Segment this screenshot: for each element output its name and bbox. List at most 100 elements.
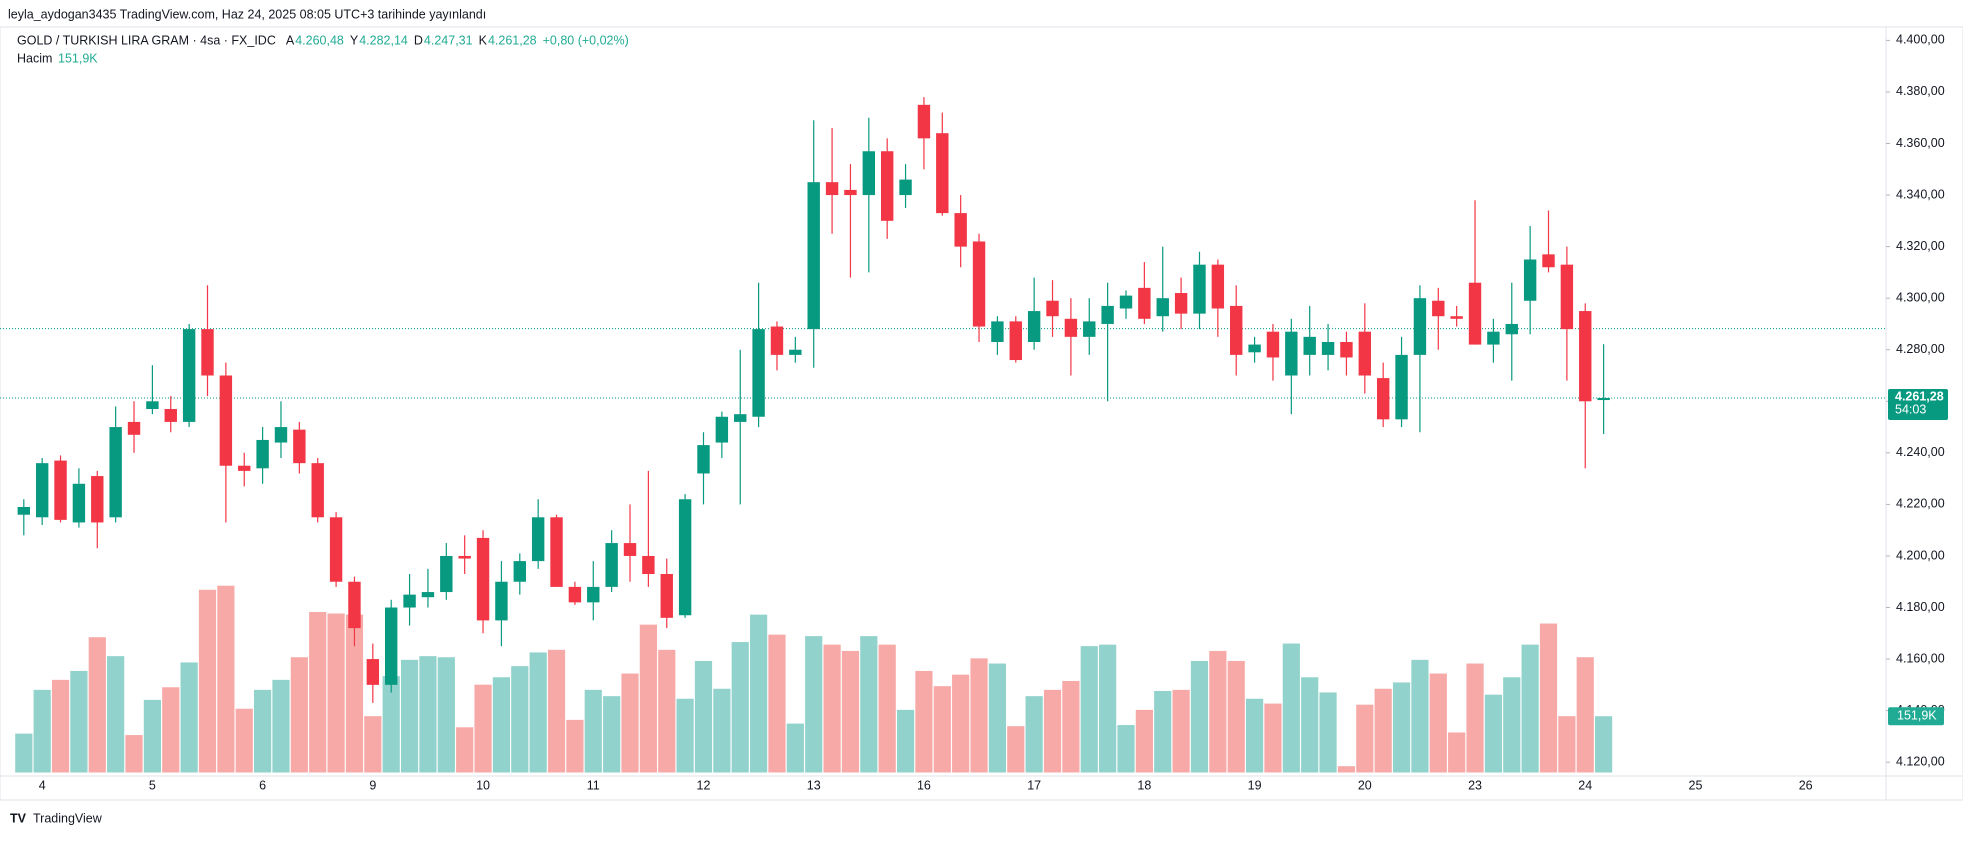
volume-bar bbox=[676, 698, 694, 773]
candle-body bbox=[789, 349, 802, 355]
volume-bar bbox=[896, 709, 915, 773]
y-tick-label: 4.220,00 bbox=[1896, 497, 1945, 511]
candle-body bbox=[201, 329, 214, 376]
legend: GOLD / TURKISH LIRA GRAM · 4sa · FX_IDC … bbox=[17, 33, 629, 65]
y-tick-label: 4.180,00 bbox=[1896, 600, 1945, 614]
volume-bar bbox=[290, 657, 308, 773]
y-tick-label: 4.400,00 bbox=[1896, 33, 1945, 47]
x-tick-label: 11 bbox=[587, 778, 600, 792]
candle-body bbox=[1523, 259, 1537, 301]
candle-body bbox=[1009, 321, 1022, 361]
candle-body bbox=[825, 182, 839, 196]
candle-body bbox=[91, 476, 104, 523]
volume-bar bbox=[456, 727, 474, 773]
y-tick-label: 4.120,00 bbox=[1896, 754, 1945, 768]
candle-body bbox=[146, 401, 159, 410]
volume-bar bbox=[1062, 680, 1080, 773]
candle-body bbox=[1597, 397, 1610, 401]
candle-body bbox=[660, 574, 673, 618]
x-tick-label: 5 bbox=[149, 778, 156, 792]
volume-bar bbox=[1429, 673, 1447, 773]
y-tick-label: 4.280,00 bbox=[1896, 342, 1945, 356]
candle-body bbox=[917, 104, 931, 139]
candle-body bbox=[127, 421, 141, 435]
candle-body bbox=[17, 506, 30, 515]
candle-body bbox=[293, 429, 306, 464]
volume-bar bbox=[235, 708, 253, 773]
candle-body bbox=[219, 375, 233, 466]
legend-low: 4.247,31 bbox=[424, 33, 473, 47]
volume-bar bbox=[1264, 703, 1282, 773]
volume-bar bbox=[1539, 623, 1558, 773]
y-tick-label: 4.380,00 bbox=[1896, 84, 1945, 98]
volume-bar bbox=[327, 613, 345, 773]
candle-body bbox=[513, 561, 526, 582]
candle-body bbox=[1321, 341, 1335, 355]
volume-bar bbox=[639, 624, 657, 773]
volume-bar bbox=[125, 735, 143, 773]
candle-body bbox=[385, 607, 398, 685]
candle-body bbox=[1230, 305, 1243, 355]
volume-value: 151,9K bbox=[58, 51, 98, 65]
volume-bar bbox=[254, 689, 272, 773]
volume-bar bbox=[1576, 657, 1594, 773]
candle-body bbox=[1303, 336, 1316, 355]
price-label: 4.261,28 bbox=[1895, 389, 1944, 403]
volume-bar bbox=[694, 660, 713, 773]
y-tick-label: 4.300,00 bbox=[1896, 290, 1945, 304]
volume-bar bbox=[400, 659, 419, 773]
candle-body bbox=[421, 592, 435, 598]
candle-body bbox=[311, 463, 324, 518]
volume-bar bbox=[1282, 643, 1300, 773]
volume-bar bbox=[1245, 698, 1264, 773]
candle-body bbox=[1211, 264, 1225, 309]
candle-body bbox=[182, 329, 196, 422]
countdown: 54:03 bbox=[1895, 402, 1926, 416]
volume-bar bbox=[1448, 732, 1466, 773]
volume-label-box bbox=[1888, 707, 1944, 726]
legend-high-key: Y bbox=[350, 33, 359, 47]
x-tick-label: 23 bbox=[1468, 778, 1482, 792]
candle-body bbox=[1266, 331, 1280, 358]
logo-mark: TV bbox=[10, 811, 27, 825]
candle-body bbox=[1340, 341, 1353, 358]
volume-bar bbox=[1558, 716, 1576, 773]
candle-body bbox=[164, 409, 177, 422]
volume-bar bbox=[1099, 644, 1117, 773]
volume-bar bbox=[1466, 663, 1484, 773]
volume-bar bbox=[70, 670, 88, 773]
candle-body bbox=[1487, 331, 1500, 345]
candle-body bbox=[1450, 316, 1463, 319]
candle-body bbox=[568, 586, 582, 603]
candle-body bbox=[862, 151, 876, 196]
price-label-box bbox=[1888, 388, 1948, 420]
candle-body bbox=[458, 555, 471, 559]
candle-body bbox=[72, 483, 86, 523]
volume-bar bbox=[786, 723, 804, 773]
candle-body bbox=[403, 594, 416, 608]
volume-bar bbox=[1007, 726, 1025, 773]
candle-body bbox=[531, 517, 545, 562]
candle-body bbox=[329, 517, 343, 582]
x-tick-label: 20 bbox=[1358, 778, 1372, 792]
volume-bar bbox=[970, 658, 988, 773]
volume-bar bbox=[529, 652, 547, 773]
legend-close-key: K bbox=[479, 33, 488, 47]
candle-body bbox=[109, 427, 122, 518]
volume-bar bbox=[364, 716, 382, 773]
volume-bar bbox=[51, 679, 70, 773]
volume-bar bbox=[33, 689, 51, 773]
volume-bar bbox=[1337, 766, 1356, 773]
candle-body bbox=[1395, 354, 1408, 420]
volume-bar bbox=[1172, 689, 1190, 773]
candle-body bbox=[550, 517, 563, 587]
volume-bar bbox=[419, 656, 437, 773]
candle-body bbox=[1432, 300, 1445, 317]
candle-body bbox=[35, 463, 49, 518]
candle-body bbox=[476, 537, 490, 621]
x-tick-label: 13 bbox=[807, 778, 821, 792]
volume-bar bbox=[566, 719, 584, 773]
volume-bar bbox=[823, 644, 841, 773]
candle-body bbox=[807, 182, 820, 330]
